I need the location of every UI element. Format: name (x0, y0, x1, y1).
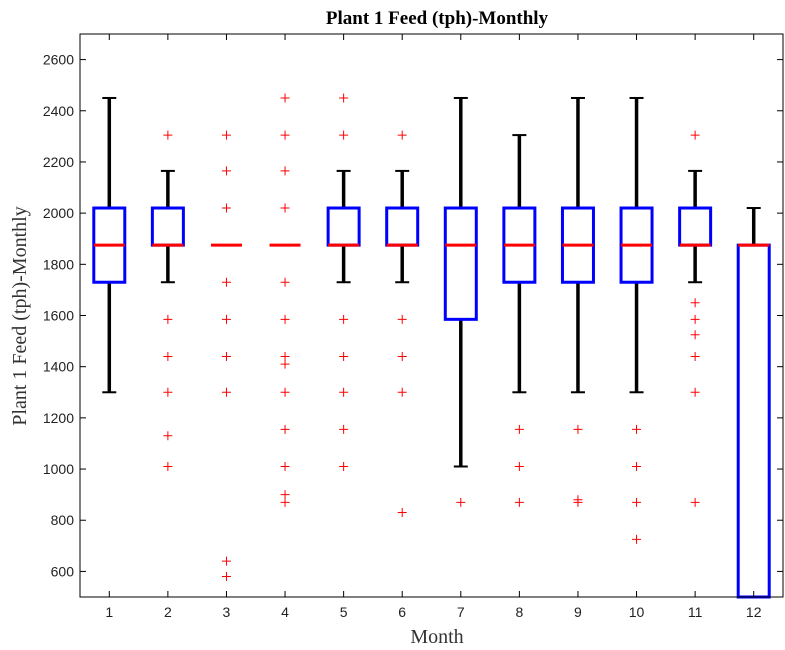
outlier-marker (163, 461, 173, 471)
y-tick-label: 1000 (43, 461, 74, 477)
outlier-marker (280, 424, 290, 434)
y-axis-label: Plant 1 Feed (tph)-Monthly (9, 206, 31, 425)
outlier-marker (163, 431, 173, 441)
outlier-marker (280, 387, 290, 397)
outlier-marker (632, 461, 642, 471)
y-axis: 600 800 1000 1200 1400 1600 1800 2000 2200 2400 26… (43, 52, 783, 579)
x-tick-label: 3 (223, 604, 231, 620)
y-tick-label: 2000 (43, 205, 74, 221)
outlier-marker (514, 424, 524, 434)
outlier-marker (573, 497, 583, 507)
x-tick-label: 1 (105, 604, 113, 620)
plot-area (92, 93, 771, 599)
outlier-marker (632, 534, 642, 544)
outlier-marker (221, 314, 231, 324)
x-tick-label: 6 (398, 604, 406, 620)
outlier-marker (221, 556, 231, 566)
outlier-marker (573, 424, 583, 434)
outlier-marker (280, 490, 290, 500)
outlier-marker (690, 497, 700, 507)
outlier-marker (280, 497, 290, 507)
y-tick-label: 1200 (43, 410, 74, 426)
outlier-marker (280, 314, 290, 324)
outlier-marker (280, 93, 290, 103)
outlier-marker (163, 130, 173, 140)
chart-title: Plant 1 Feed (tph)-Monthly (326, 8, 549, 29)
outlier-marker (339, 387, 349, 397)
box-iqr (150, 206, 185, 247)
outlier-marker (280, 359, 290, 369)
x-tick-label: 11 (688, 604, 703, 620)
outlier-marker (221, 277, 231, 287)
y-tick-label: 1600 (43, 308, 74, 324)
y-tick-label: 1800 (43, 256, 74, 272)
outlier-marker (339, 314, 349, 324)
outlier-marker (456, 497, 466, 507)
outlier-marker (690, 330, 700, 340)
box-iqr (326, 206, 361, 247)
outlier-marker (221, 166, 231, 176)
y-tick-label: 600 (51, 563, 75, 579)
outlier-marker (280, 277, 290, 287)
x-tick-label: 10 (629, 604, 645, 620)
outlier-marker (280, 351, 290, 361)
outlier-marker (690, 298, 700, 308)
outlier-marker (221, 387, 231, 397)
box-iqr (443, 206, 478, 321)
outlier-marker (221, 572, 231, 582)
outlier-marker (280, 203, 290, 213)
x-tick-label: 5 (340, 604, 348, 620)
y-tick-label: 2400 (43, 103, 74, 119)
x-tick-label: 7 (457, 604, 465, 620)
outlier-marker (632, 424, 642, 434)
outlier-marker (339, 351, 349, 361)
outlier-marker (514, 497, 524, 507)
outlier-marker (632, 497, 642, 507)
y-tick-label: 800 (51, 512, 75, 528)
box-iqr (385, 206, 420, 247)
outlier-marker (339, 461, 349, 471)
x-tick-label: 4 (281, 604, 289, 620)
outlier-marker (163, 351, 173, 361)
outlier-marker (690, 351, 700, 361)
outlier-marker (221, 130, 231, 140)
box-iqr (736, 243, 771, 599)
outlier-marker (280, 166, 290, 176)
outlier-marker (163, 314, 173, 324)
outlier-marker (280, 130, 290, 140)
outlier-marker (397, 508, 407, 518)
x-axis: 1 2 3 4 5 6 7 8 9 10 11 12 (105, 34, 762, 620)
x-tick-label: 2 (164, 604, 172, 620)
plot-frame (79, 33, 784, 598)
box-iqr (678, 206, 713, 247)
outlier-marker (339, 130, 349, 140)
outlier-marker (397, 130, 407, 140)
outlier-marker (339, 93, 349, 103)
outlier-marker (339, 424, 349, 434)
outlier-marker (514, 461, 524, 471)
outlier-marker (397, 351, 407, 361)
y-tick-label: 1400 (43, 359, 74, 375)
x-tick-label: 9 (574, 604, 582, 620)
outlier-marker (690, 387, 700, 397)
x-tick-label: 12 (746, 604, 762, 620)
x-axis-label: Month (410, 626, 463, 648)
outlier-marker (280, 461, 290, 471)
x-tick-label: 8 (515, 604, 523, 620)
outlier-marker (690, 130, 700, 140)
outlier-marker (397, 314, 407, 324)
outlier-marker (163, 387, 173, 397)
outlier-marker (221, 351, 231, 361)
outlier-marker (221, 203, 231, 213)
y-tick-label: 2200 (43, 154, 74, 170)
outlier-marker (690, 314, 700, 324)
outlier-marker (397, 387, 407, 397)
y-tick-label: 2600 (43, 52, 74, 68)
